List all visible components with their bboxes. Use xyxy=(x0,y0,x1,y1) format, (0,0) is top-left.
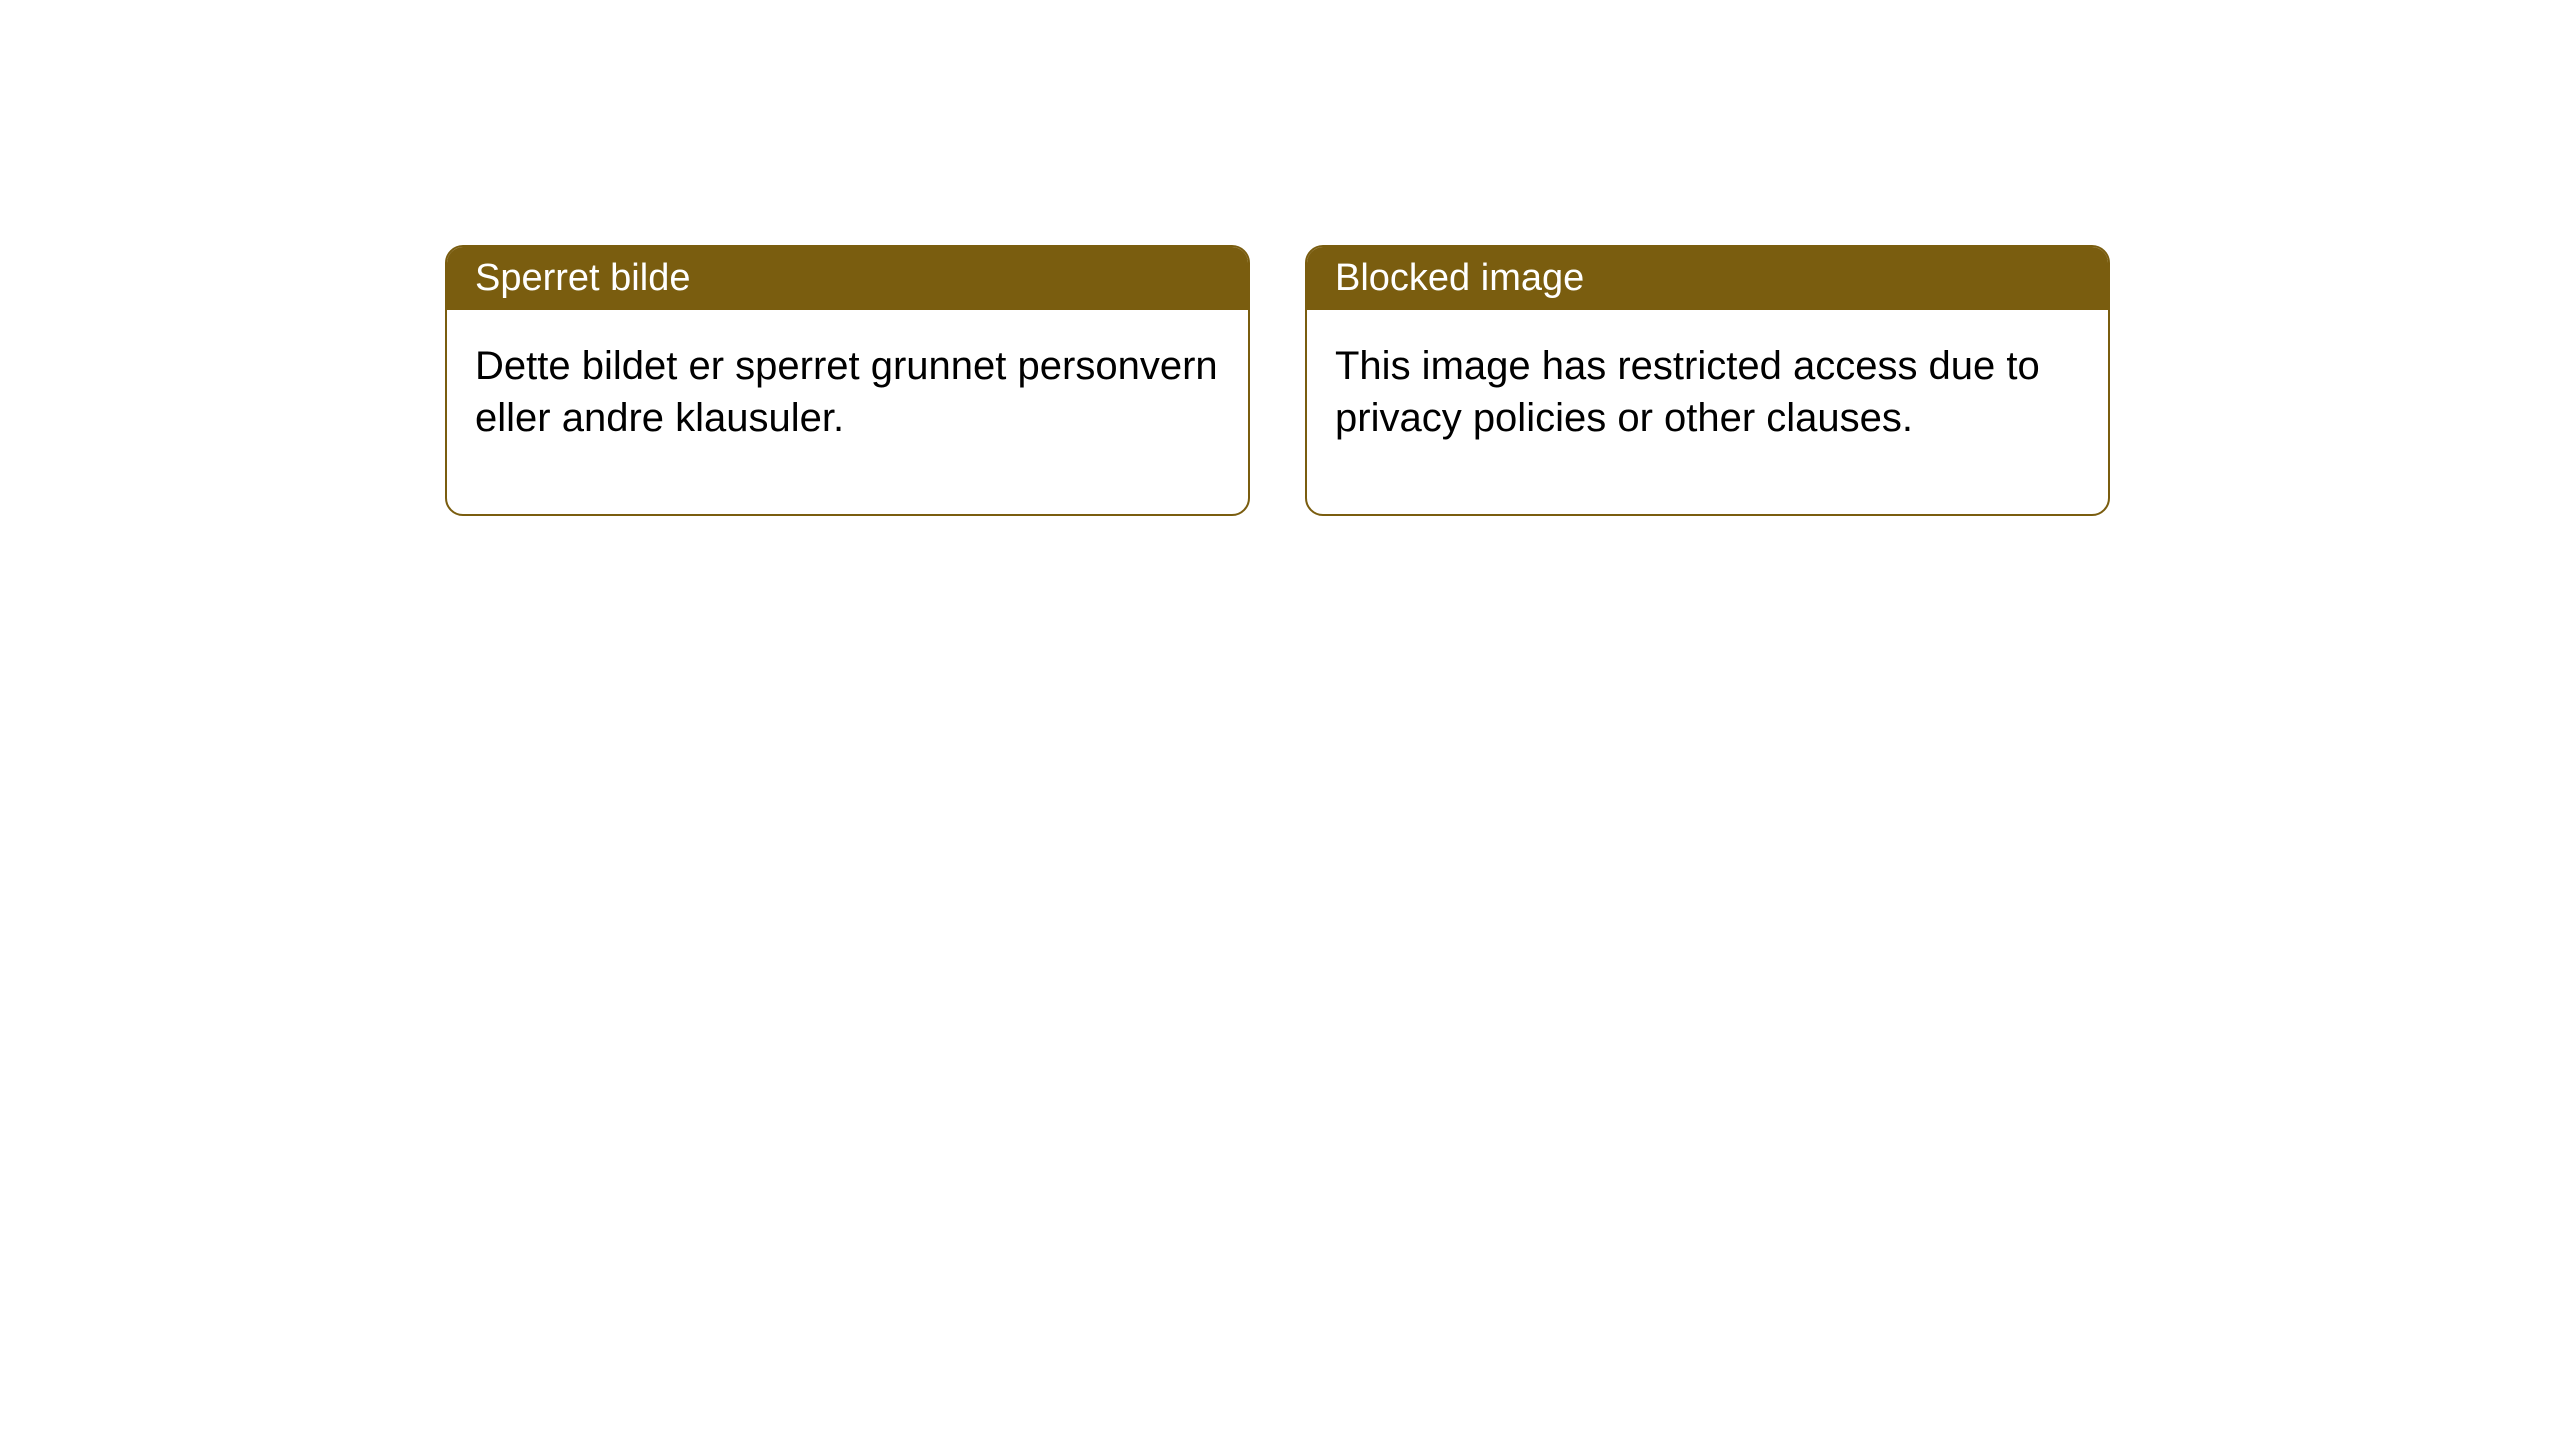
card-body: Dette bildet er sperret grunnet personve… xyxy=(447,310,1248,514)
card-title: Sperret bilde xyxy=(475,257,690,299)
card-body: This image has restricted access due to … xyxy=(1307,310,2108,514)
blocked-image-card-english: Blocked image This image has restricted … xyxy=(1305,245,2110,516)
card-header: Blocked image xyxy=(1307,247,2108,310)
card-header: Sperret bilde xyxy=(447,247,1248,310)
blocked-image-card-norwegian: Sperret bilde Dette bildet er sperret gr… xyxy=(445,245,1250,516)
card-title: Blocked image xyxy=(1335,257,1584,299)
card-body-text: Dette bildet er sperret grunnet personve… xyxy=(475,344,1218,440)
card-body-text: This image has restricted access due to … xyxy=(1335,344,2040,440)
notice-container: Sperret bilde Dette bildet er sperret gr… xyxy=(0,0,2560,516)
